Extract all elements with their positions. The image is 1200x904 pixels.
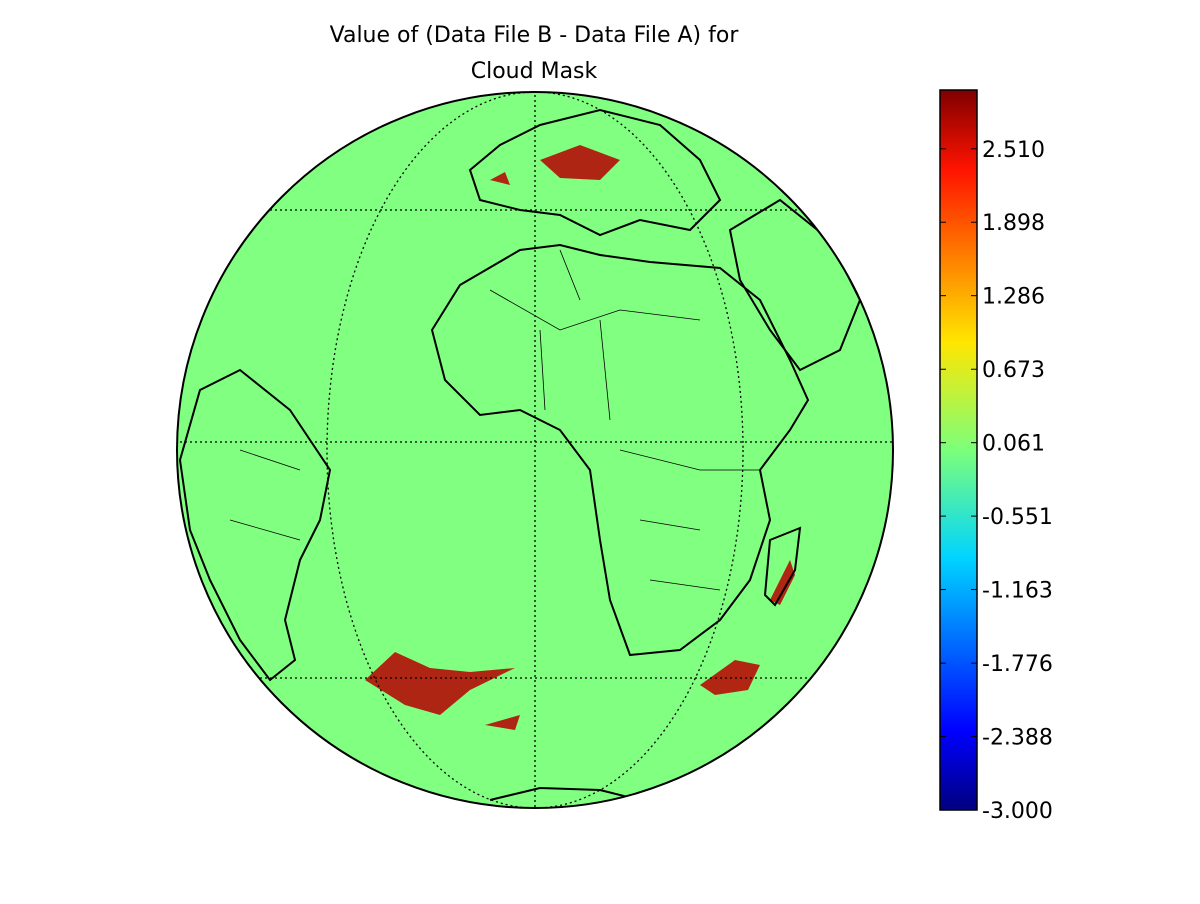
title-line: Cloud Mask xyxy=(471,59,598,84)
colorbar-body xyxy=(939,89,978,811)
colorbar-tick-label: 1.286 xyxy=(982,285,1045,310)
colorbar-tick-label: -0.551 xyxy=(982,505,1053,530)
difference-patches xyxy=(365,145,795,730)
coastlines xyxy=(178,108,862,801)
map-features xyxy=(177,92,893,808)
colorbar-tick-label: 1.898 xyxy=(982,211,1045,236)
globe xyxy=(176,91,894,809)
colorbar-tick-label: 2.510 xyxy=(982,138,1045,163)
colorbar-tick-label: 0.061 xyxy=(982,432,1045,457)
borders xyxy=(229,249,760,591)
colorbar: -3.000 -2.388 -1.776 -1.163 -0.551 0.061 0.673… xyxy=(939,89,1053,824)
colorbar-tick-label: -1.776 xyxy=(982,652,1053,677)
title-line: Value of (Data File B - Data File A) for xyxy=(330,23,740,48)
globe-edge xyxy=(176,91,894,809)
colorbar-tick-label: -1.163 xyxy=(982,579,1053,604)
colorbar-tick-label: -3.000 xyxy=(982,799,1053,824)
colorbar-tick-label: -2.388 xyxy=(982,726,1053,751)
colorbar-tick-label: 0.673 xyxy=(982,358,1045,383)
graticule xyxy=(177,92,893,808)
